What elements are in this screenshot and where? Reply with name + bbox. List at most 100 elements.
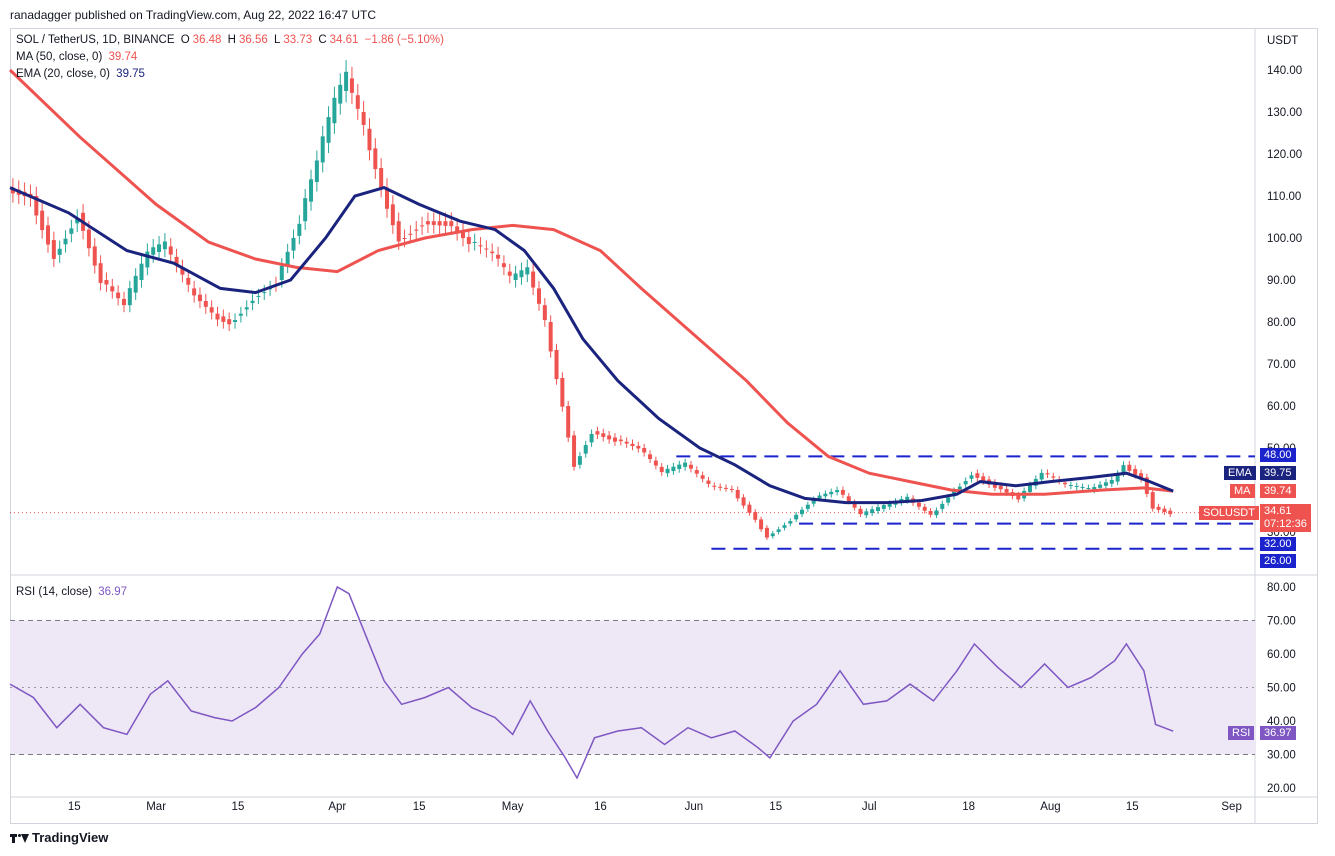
candle-body	[905, 496, 910, 501]
candle-body	[922, 506, 927, 511]
candle-body	[665, 468, 670, 474]
candle-body	[934, 510, 939, 516]
candle-body	[425, 221, 430, 225]
candle-body	[303, 198, 308, 222]
footer-brand[interactable]: TradingView	[10, 830, 108, 845]
candle-body	[455, 226, 460, 233]
candle-body	[829, 491, 834, 495]
candle-body	[776, 529, 781, 532]
rsi-tick-label: 20.00	[1267, 783, 1296, 795]
candle-body	[162, 241, 167, 250]
candle-body	[121, 298, 126, 306]
candle-body	[852, 502, 857, 508]
candle-body	[250, 300, 255, 304]
rsi-legend-label: RSI (14, close)	[16, 586, 93, 598]
candle-body	[443, 221, 448, 226]
candle-body	[1051, 476, 1056, 478]
candle-body	[683, 462, 688, 467]
ema-legend: EMA (20, close, 0) 39.75	[16, 68, 148, 80]
rsi-tick-label: 80.00	[1267, 582, 1296, 594]
last-price-tag: 34.61 07:12:36	[1260, 504, 1311, 532]
candle-body	[338, 84, 343, 104]
rsi-tick-label: 40.00	[1267, 716, 1296, 728]
price-tick-label: 80.00	[1267, 317, 1296, 329]
candle-body	[1092, 487, 1097, 490]
candle-body	[566, 406, 571, 438]
candle-body	[279, 265, 284, 280]
candle-body	[472, 241, 477, 243]
ema-axis-value: 39.75	[1260, 466, 1296, 480]
time-tick-label: 15	[232, 801, 245, 813]
chart-frame[interactable]	[10, 28, 1318, 824]
candle-body	[794, 514, 799, 520]
rsi-axis-label: RSI	[1228, 726, 1255, 740]
candle-body	[1027, 484, 1032, 493]
candle-body	[677, 464, 682, 469]
candle-body	[648, 454, 653, 460]
candle-body	[75, 218, 80, 224]
candle-body	[864, 511, 869, 516]
candle-countdown: 07:12:36	[1264, 518, 1307, 530]
high-label: H	[227, 34, 236, 46]
candle-body	[98, 263, 103, 283]
candle-body	[402, 238, 407, 239]
candle-body	[197, 294, 202, 302]
ema-legend-label: EMA (20, close, 0)	[16, 68, 110, 80]
symbol-axis-label: SOLUSDT	[1199, 506, 1259, 520]
candle-body	[297, 223, 302, 236]
candle-body	[607, 435, 612, 440]
time-tick-label: Sep	[1221, 801, 1241, 813]
candle-body	[759, 519, 764, 530]
candle-body	[525, 267, 530, 275]
candle-body	[145, 251, 150, 268]
candle-body	[244, 307, 249, 310]
price-tick-label: 120.00	[1267, 149, 1302, 161]
price-tick-label: 110.00	[1267, 191, 1301, 203]
ma-legend-label: MA (50, close, 0)	[16, 51, 103, 63]
candle-body	[1150, 492, 1155, 509]
candle-body	[1168, 510, 1173, 515]
candle-body	[513, 273, 518, 280]
candle-body	[420, 225, 425, 227]
candle-body	[519, 270, 524, 278]
candle-body	[116, 292, 121, 299]
candle-body	[110, 286, 115, 292]
candle-body	[233, 320, 238, 322]
time-tick-label: 16	[594, 801, 607, 813]
candle-body	[846, 496, 851, 502]
candle-body	[1039, 472, 1044, 480]
rsi-legend-value: 36.97	[98, 586, 128, 598]
candle-body	[700, 475, 705, 479]
candle-body	[946, 497, 951, 503]
candle-body	[653, 460, 658, 466]
candle-body	[1004, 488, 1009, 493]
candle-body	[823, 493, 828, 497]
candle-body	[34, 196, 39, 216]
candle-body	[875, 507, 880, 511]
candle-body	[741, 497, 746, 506]
candle-body	[379, 168, 384, 188]
price-tick-label: 100.00	[1267, 233, 1302, 245]
candle-body	[460, 231, 465, 239]
candle-body	[1109, 480, 1114, 484]
candle-body	[507, 271, 512, 276]
candle-body	[1162, 508, 1167, 512]
candle-body	[718, 486, 723, 488]
candle-body	[554, 350, 559, 380]
candle-body	[86, 229, 91, 249]
candle-body	[227, 319, 232, 325]
candle-body	[1139, 473, 1144, 479]
time-tick-label: Apr	[328, 801, 346, 813]
candle-body	[706, 480, 711, 484]
rsi-tick-label: 70.00	[1267, 616, 1296, 628]
candle-body	[747, 504, 752, 513]
candle-body	[969, 475, 974, 479]
candle-body	[542, 305, 547, 321]
high-value: 36.56	[238, 34, 268, 46]
candle-body	[800, 509, 805, 515]
candle-body	[724, 487, 729, 489]
close-label: C	[318, 34, 327, 46]
candle-body	[180, 267, 185, 275]
candle-body	[881, 505, 886, 509]
